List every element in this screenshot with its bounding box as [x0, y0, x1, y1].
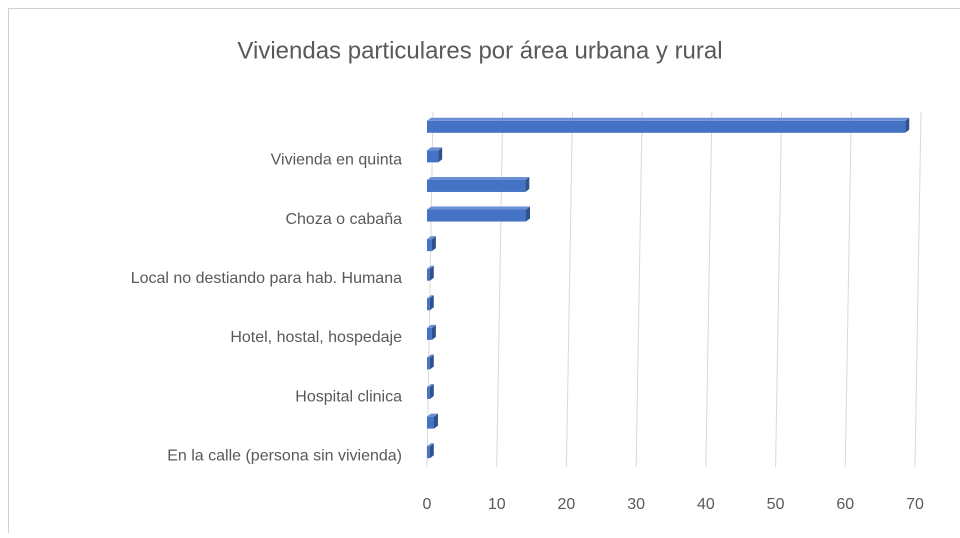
y-tick-label: Hotel, hostal, hospedaje [230, 329, 402, 346]
bar [427, 295, 434, 310]
bar [427, 177, 529, 192]
y-tick-label: En la calle (persona sin vivienda) [167, 447, 402, 464]
x-tick-label: 20 [558, 496, 576, 513]
bar-top [427, 118, 909, 121]
bar-front [427, 269, 430, 281]
bar [427, 443, 434, 458]
bar-front [427, 446, 430, 458]
x-tick-label: 50 [767, 496, 785, 513]
bar-front [427, 298, 430, 310]
bar [427, 325, 436, 340]
y-tick-label: Local no destiando para hab. Humana [131, 270, 402, 287]
x-tick-label: 10 [488, 496, 506, 513]
y-tick-label: Vivienda en quinta [271, 152, 402, 169]
bar-front [427, 357, 430, 369]
x-tick-label: 60 [836, 496, 854, 513]
bar-front [427, 239, 432, 251]
bar-top [427, 177, 529, 180]
bar-front [427, 180, 525, 192]
bar [427, 414, 438, 429]
bar [427, 384, 434, 399]
y-tick-label: Hospital clinica [295, 388, 402, 405]
bar-front [427, 121, 905, 133]
y-tick-label: Choza o cabaña [285, 211, 402, 228]
bar [427, 354, 434, 369]
x-tick-label: 0 [423, 496, 432, 513]
x-tick-label: 40 [697, 496, 715, 513]
bar-front [427, 210, 526, 222]
bar [427, 118, 909, 133]
bar-top [427, 207, 530, 210]
bar-front [427, 417, 434, 429]
bar [427, 266, 434, 281]
bar-front [427, 387, 430, 399]
bar [427, 236, 436, 251]
x-tick-label: 70 [906, 496, 924, 513]
bar [427, 147, 442, 162]
x-tick-label: 30 [627, 496, 645, 513]
bar-front [427, 328, 432, 340]
bar-front [427, 150, 438, 162]
bar [427, 207, 530, 222]
chart-title: Viviendas particulares por área urbana y… [237, 37, 722, 64]
